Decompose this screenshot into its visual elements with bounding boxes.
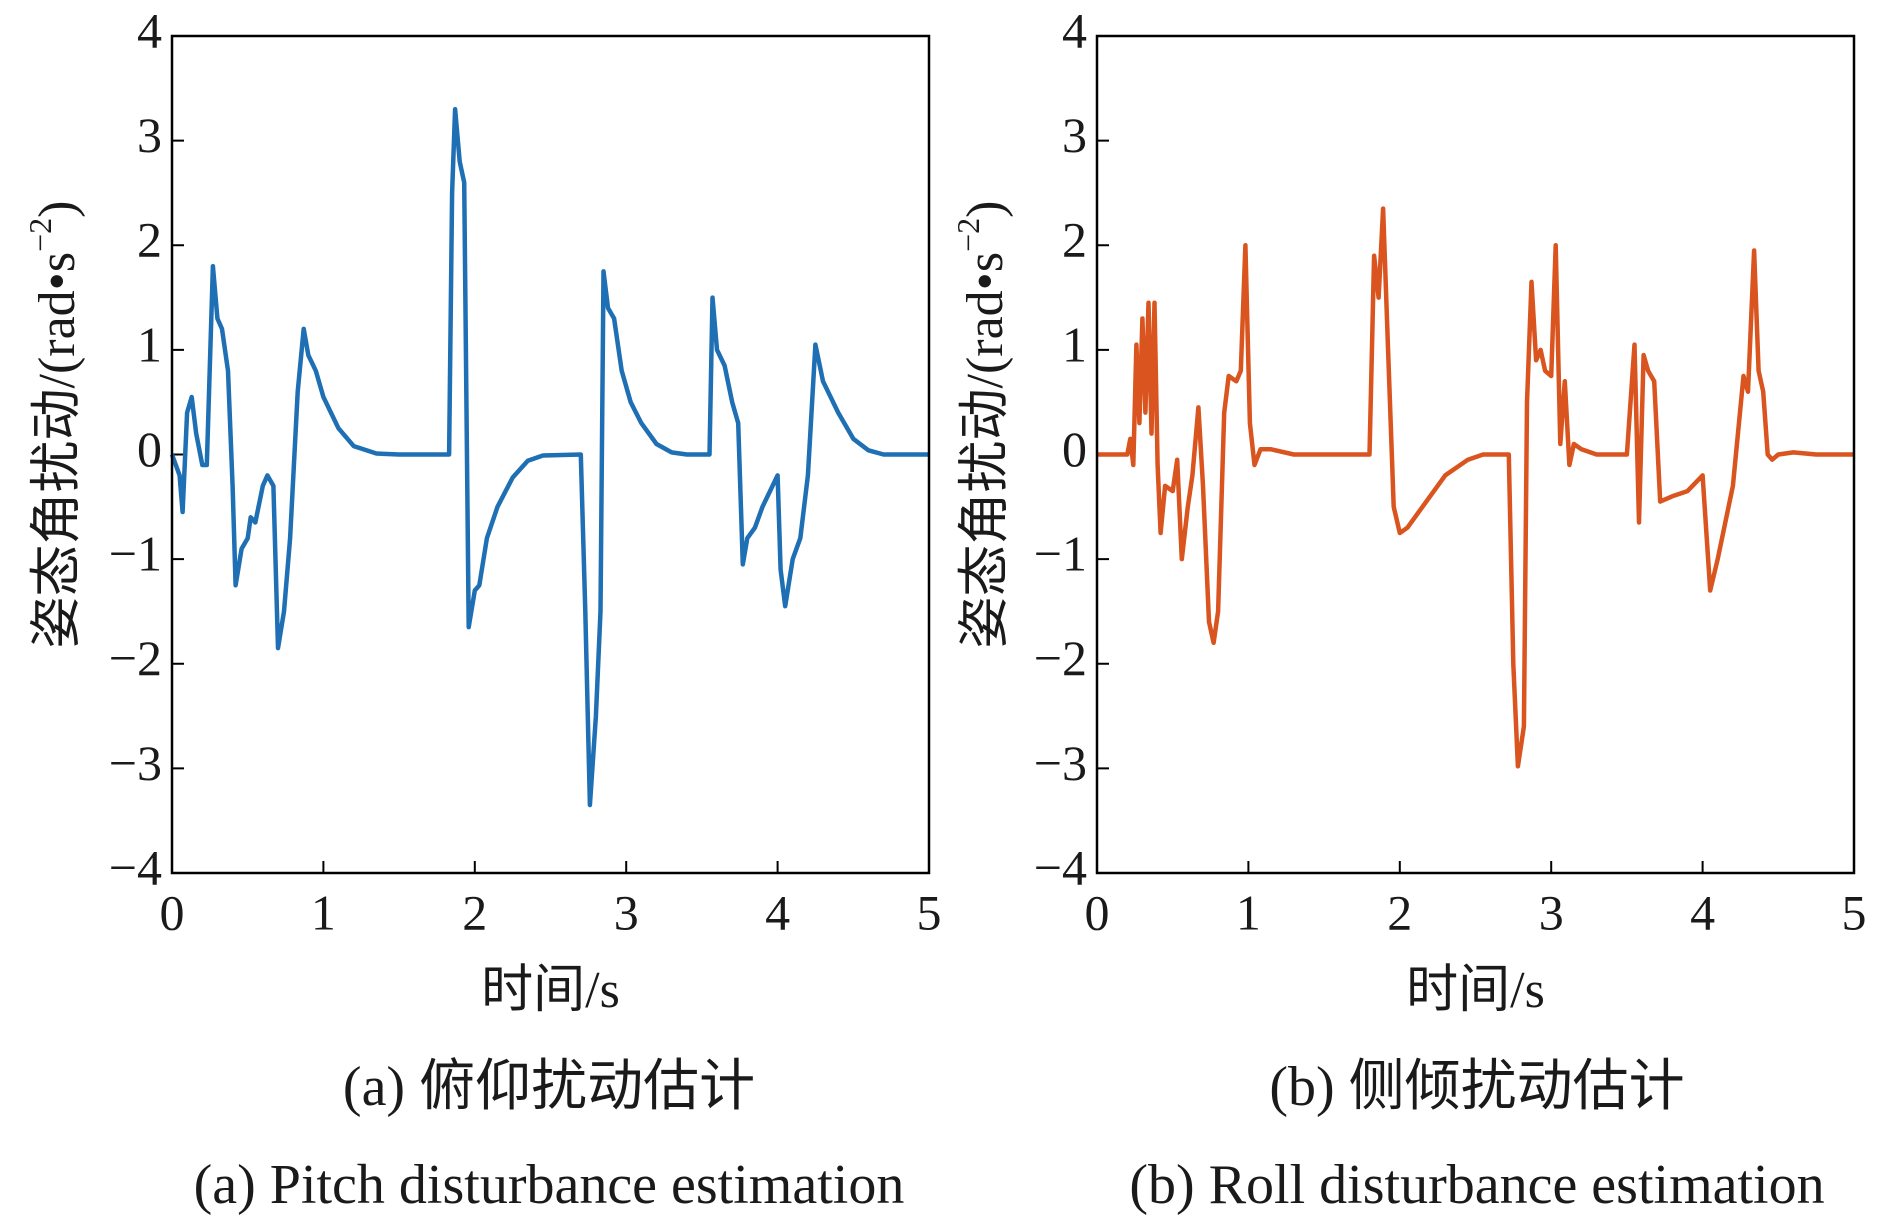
y-tick-label: 2 (1062, 212, 1087, 268)
data-line (1097, 206, 1854, 769)
y-axis-label-part: ) (29, 201, 86, 218)
data-line (169, 106, 929, 808)
caption-en: (a) Pitch disturbance estimation (194, 1154, 905, 1216)
y-tick-label: −4 (109, 839, 162, 895)
x-tick-label: 5 (1842, 884, 1867, 940)
y-tick-label: 3 (1062, 107, 1087, 163)
x-tick-label: 4 (765, 884, 790, 940)
x-tick-label: 1 (1236, 884, 1261, 940)
x-tick-label: 2 (462, 884, 487, 940)
x-tick-label: 0 (1085, 884, 1110, 940)
y-tick-label: −3 (109, 735, 162, 791)
y-axis-label: 姿态角扰动/(rad•s−2) (22, 201, 86, 649)
y-axis-label-part: ) (957, 201, 1014, 218)
y-tick-label: −1 (109, 526, 162, 582)
y-axis-label: 姿态角扰动/(rad•s−2) (950, 201, 1014, 649)
y-tick-label: 1 (1062, 316, 1087, 372)
y-tick-label: 0 (137, 421, 162, 477)
caption: (b) 侧倾扰动估计 (1269, 1056, 1684, 1118)
y-tick-label: 0 (1062, 421, 1087, 477)
plot-frame (1095, 34, 1856, 875)
x-tick-label: 3 (1539, 884, 1564, 940)
y-tick-label: −3 (1034, 735, 1087, 791)
y-tick-label: 2 (137, 212, 162, 268)
x-axis-label: 时间/s (1406, 962, 1545, 1019)
y-tick-label: 4 (1062, 2, 1087, 58)
y-axis-label-part: 姿态角扰动/(rad•s (957, 252, 1014, 649)
y-axis-label-part: −2 (22, 218, 58, 252)
y-tick-label: 3 (137, 107, 162, 163)
caption: (a) 俯仰扰动估计 (343, 1056, 755, 1118)
x-tick-label: 1 (311, 884, 336, 940)
y-axis-label-part: 姿态角扰动/(rad•s (29, 252, 86, 649)
plot-frame (170, 34, 931, 875)
y-axis-label-part: −2 (950, 218, 986, 252)
x-tick-label: 3 (614, 884, 639, 940)
y-tick-label: −2 (109, 630, 162, 686)
y-tick-label: 4 (137, 2, 162, 58)
x-tick-label: 2 (1387, 884, 1412, 940)
x-tick-label: 5 (917, 884, 942, 940)
x-axis-label: 时间/s (481, 962, 620, 1019)
y-tick-label: −1 (1034, 526, 1087, 582)
x-tick-label: 4 (1690, 884, 1715, 940)
caption-en: (b) Roll disturbance estimation (1129, 1154, 1824, 1216)
y-tick-label: −4 (1034, 839, 1087, 895)
x-tick-label: 0 (160, 884, 185, 940)
y-tick-label: −2 (1034, 630, 1087, 686)
y-tick-label: 1 (137, 316, 162, 372)
